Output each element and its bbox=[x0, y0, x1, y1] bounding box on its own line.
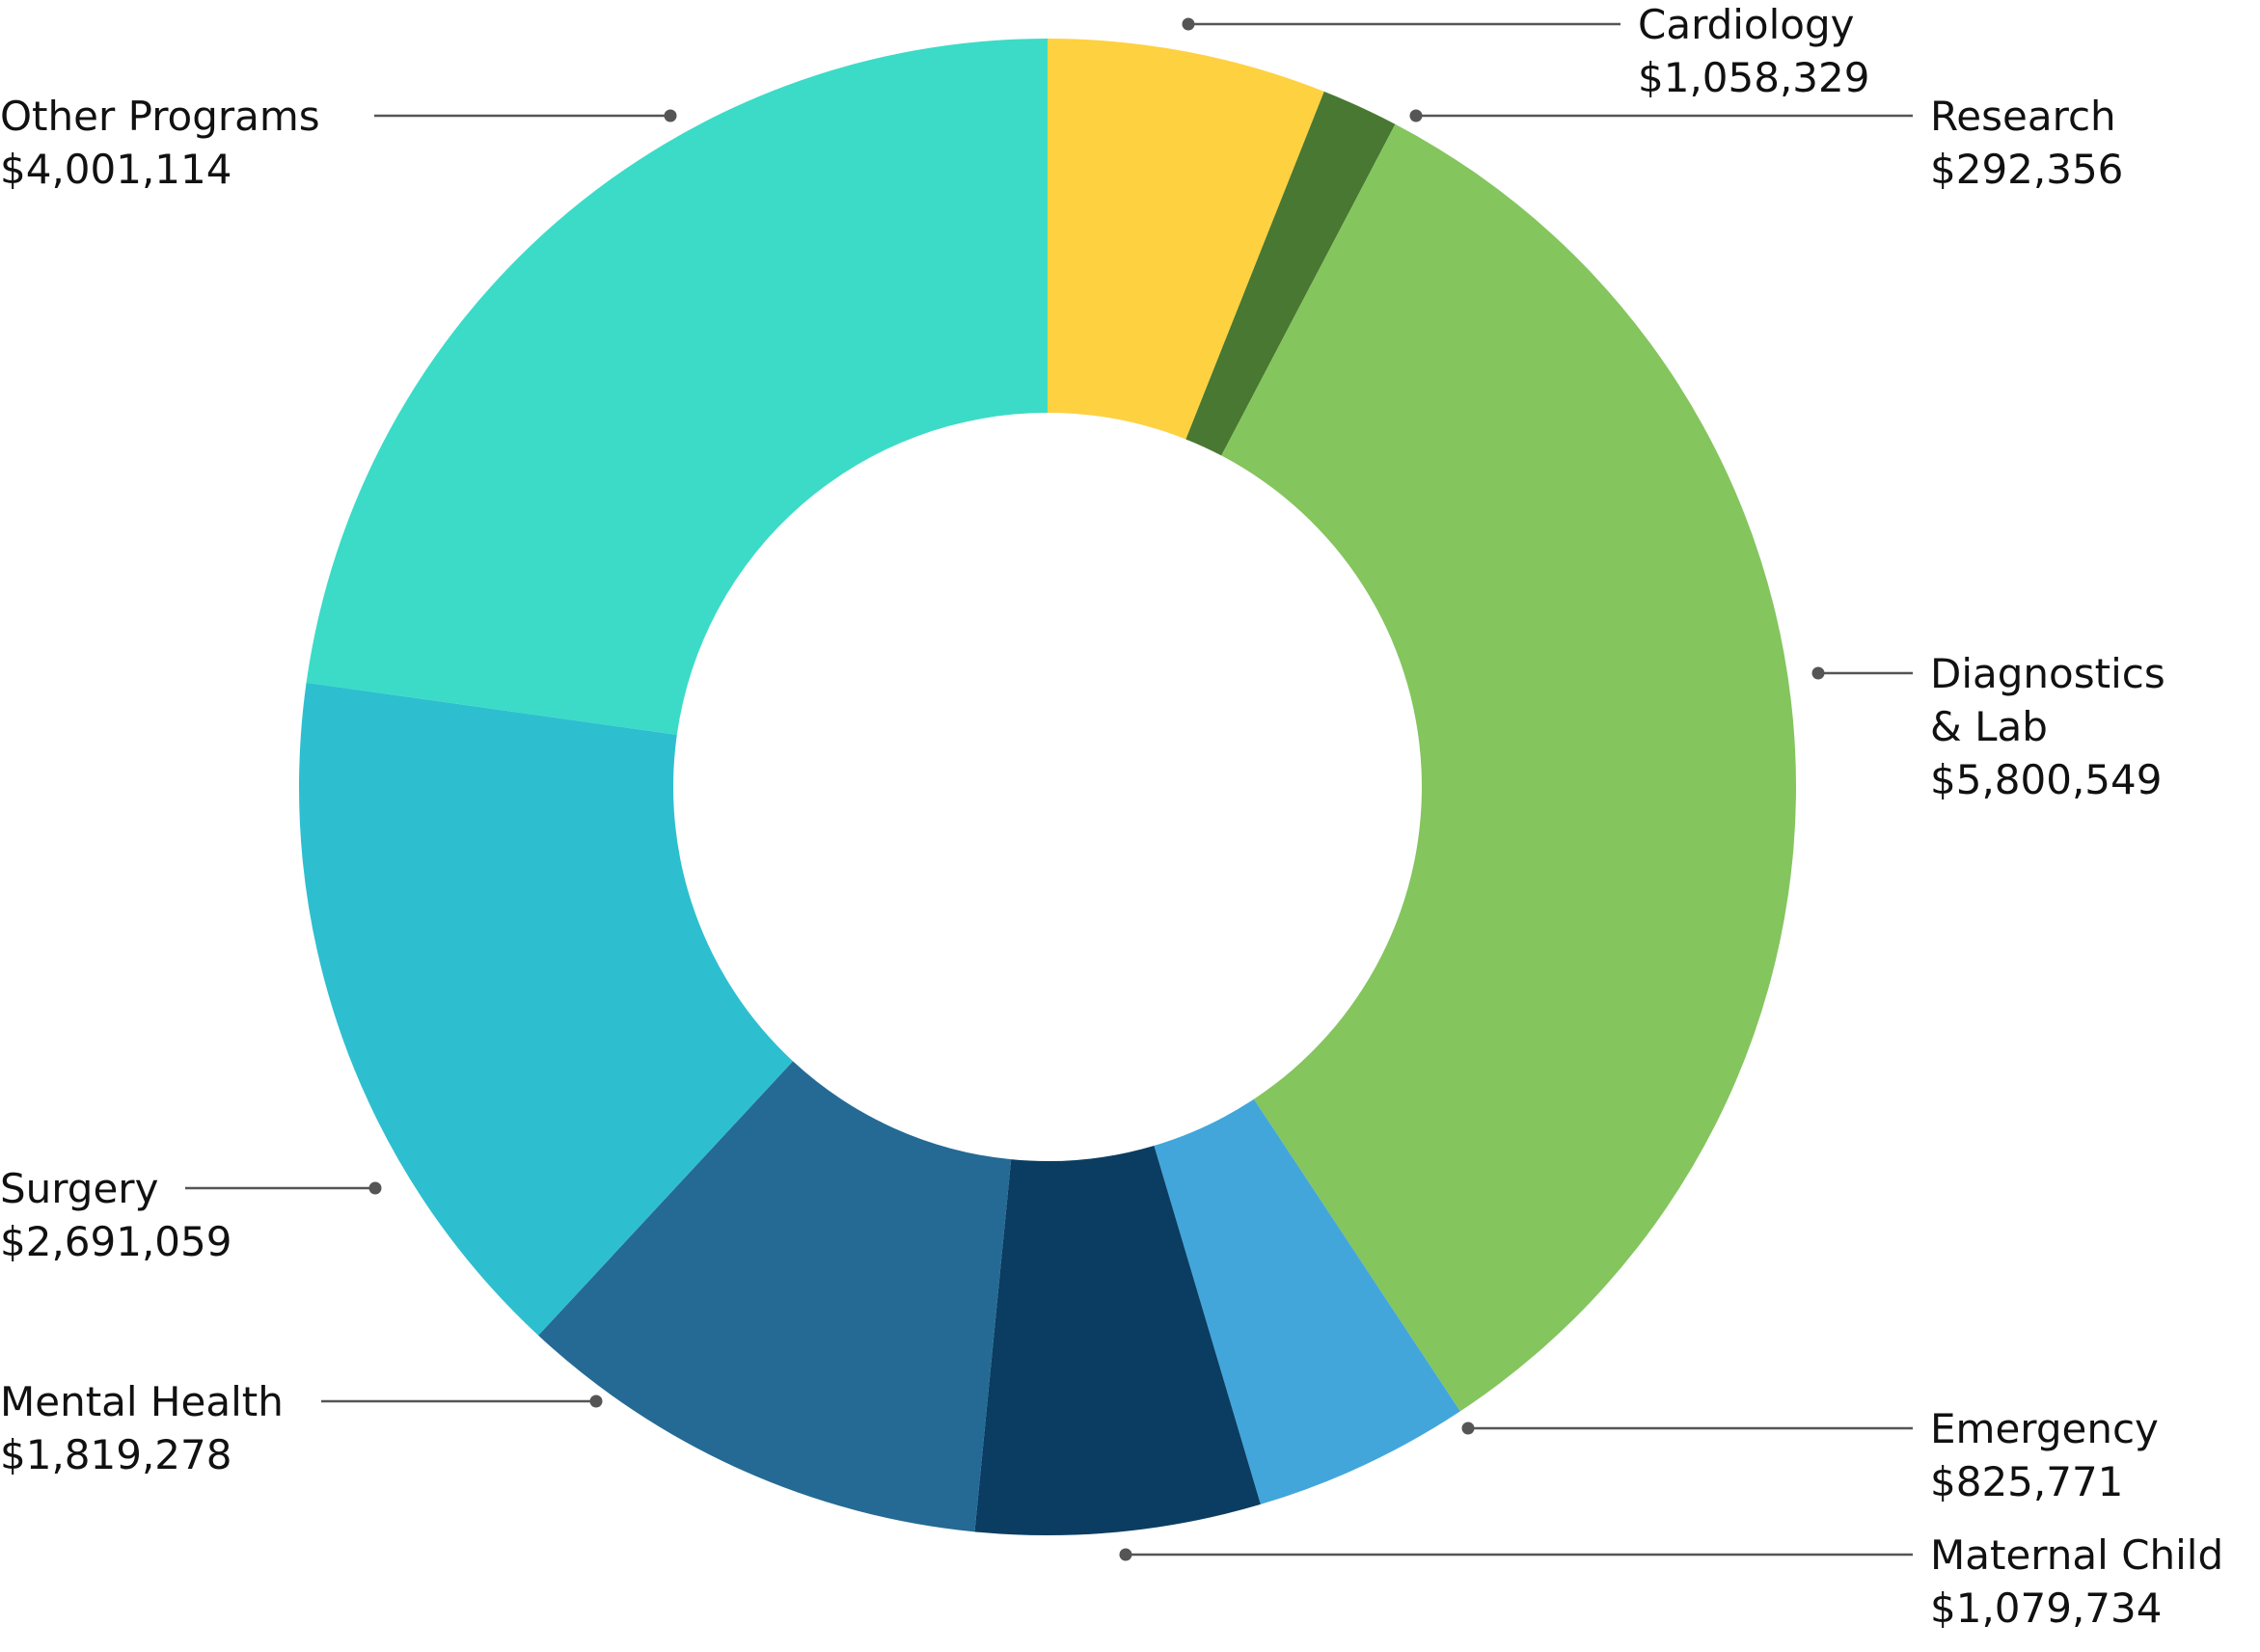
callout-dot-cardiology bbox=[1182, 17, 1195, 31]
slice-value-cardiology: $1,058,329 bbox=[1638, 54, 1870, 101]
callout-dot-maternal-child bbox=[1119, 1548, 1132, 1561]
slice-value-surgery: $2,691,059 bbox=[0, 1218, 232, 1265]
slice-label-other-programs: Other Programs bbox=[0, 93, 320, 140]
callout-dot-other-programs bbox=[664, 109, 677, 122]
slice-maternal-child bbox=[974, 1145, 1261, 1535]
slice-diagnostics-lab bbox=[1221, 123, 1796, 1412]
slice-value-research: $292,356 bbox=[1930, 146, 2124, 193]
label-research: Research $292,356 bbox=[1930, 90, 2123, 196]
slice-label-diagnostics-lab-line-1: Diagnostics bbox=[1930, 650, 2165, 697]
slice-cardiology bbox=[1048, 39, 1324, 440]
slice-mental-health bbox=[538, 1061, 1012, 1532]
slice-value-mental-health: $1,819,278 bbox=[0, 1431, 232, 1478]
callout-dot-research bbox=[1409, 109, 1423, 122]
label-diagnostics-lab: Diagnostics & Lab $5,800,549 bbox=[1930, 647, 2165, 806]
slice-label-mental-health: Mental Health bbox=[0, 1378, 284, 1425]
slice-label-diagnostics-lab-line-2: & Lab bbox=[1930, 703, 2048, 750]
callout-dot-diagnostics-lab bbox=[1811, 666, 1825, 680]
slice-surgery bbox=[299, 682, 794, 1336]
slice-research bbox=[1185, 91, 1396, 456]
slice-label-maternal-child: Maternal Child bbox=[1930, 1531, 2224, 1579]
slice-value-diagnostics-lab: $5,800,549 bbox=[1930, 756, 2163, 803]
slice-emergency bbox=[1154, 1098, 1460, 1504]
callout-dot-emergency bbox=[1461, 1422, 1475, 1435]
label-mental-health: Mental Health $1,819,278 bbox=[0, 1375, 284, 1481]
slice-value-other-programs: $4,001,114 bbox=[0, 146, 232, 193]
label-surgery: Surgery $2,691,059 bbox=[0, 1162, 231, 1268]
slice-label-cardiology: Cardiology bbox=[1638, 1, 1855, 48]
slice-label-emergency: Emergency bbox=[1930, 1405, 2159, 1452]
label-emergency: Emergency $825,771 bbox=[1930, 1402, 2159, 1508]
label-other-programs: Other Programs $4,001,114 bbox=[0, 90, 320, 196]
slice-value-maternal-child: $1,079,734 bbox=[1930, 1584, 2163, 1632]
slice-label-surgery: Surgery bbox=[0, 1165, 159, 1212]
label-maternal-child: Maternal Child $1,079,734 bbox=[1930, 1529, 2223, 1635]
slice-value-emergency: $825,771 bbox=[1930, 1458, 2124, 1505]
slice-label-research: Research bbox=[1930, 93, 2116, 140]
callout-dot-mental-health bbox=[589, 1395, 603, 1408]
callout-dot-surgery bbox=[368, 1181, 382, 1195]
label-cardiology: Cardiology $1,058,329 bbox=[1638, 0, 1869, 104]
slice-other-programs bbox=[306, 39, 1048, 735]
